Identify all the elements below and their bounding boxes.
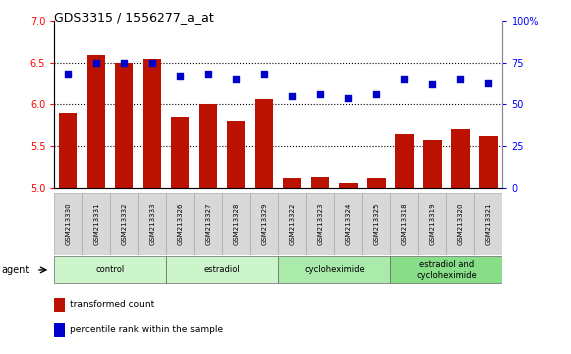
Bar	[395, 133, 413, 188]
Text: GSM213332: GSM213332	[121, 203, 127, 245]
Point	[204, 72, 213, 77]
FancyBboxPatch shape	[279, 193, 307, 255]
Text: transformed count: transformed count	[70, 301, 154, 309]
Text: GSM213318: GSM213318	[401, 202, 408, 245]
Point	[120, 60, 129, 66]
Bar	[54, 298, 65, 312]
FancyBboxPatch shape	[82, 193, 110, 255]
Bar	[451, 130, 469, 188]
Bar	[227, 121, 246, 188]
Bar	[54, 323, 65, 337]
Point	[148, 60, 157, 66]
Bar	[311, 177, 329, 188]
FancyBboxPatch shape	[419, 193, 447, 255]
FancyBboxPatch shape	[110, 193, 138, 255]
Text: GSM213326: GSM213326	[178, 203, 183, 245]
Point	[316, 92, 325, 97]
Bar	[59, 113, 77, 188]
Point	[176, 73, 185, 79]
Text: percentile rank within the sample: percentile rank within the sample	[70, 325, 223, 334]
Point	[344, 95, 353, 101]
Text: GSM213328: GSM213328	[234, 203, 239, 245]
Text: GSM213331: GSM213331	[93, 202, 99, 245]
Text: estradiol: estradiol	[204, 266, 241, 274]
FancyBboxPatch shape	[138, 193, 166, 255]
Text: GSM213329: GSM213329	[262, 203, 267, 245]
Point	[484, 80, 493, 86]
Text: GSM213324: GSM213324	[345, 203, 351, 245]
Bar	[255, 99, 274, 188]
Point	[64, 72, 73, 77]
Bar	[87, 55, 106, 188]
Point	[428, 82, 437, 87]
FancyBboxPatch shape	[54, 256, 166, 284]
FancyBboxPatch shape	[363, 193, 391, 255]
FancyBboxPatch shape	[391, 193, 419, 255]
Text: estradiol and
cycloheximide: estradiol and cycloheximide	[416, 260, 477, 280]
Text: agent: agent	[2, 265, 30, 275]
FancyBboxPatch shape	[475, 193, 502, 255]
Point	[260, 72, 269, 77]
Text: GSM213321: GSM213321	[485, 203, 492, 245]
Point	[456, 77, 465, 82]
Point	[92, 60, 101, 66]
Bar	[143, 59, 162, 188]
FancyBboxPatch shape	[166, 256, 279, 284]
Text: GDS3315 / 1556277_a_at: GDS3315 / 1556277_a_at	[54, 11, 214, 24]
Bar	[480, 136, 497, 188]
Bar	[283, 178, 301, 188]
Bar	[339, 183, 357, 188]
Text: GSM213325: GSM213325	[373, 203, 379, 245]
Point	[400, 77, 409, 82]
FancyBboxPatch shape	[335, 193, 363, 255]
Text: GSM213323: GSM213323	[317, 203, 323, 245]
Bar	[199, 104, 218, 188]
Bar	[171, 117, 190, 188]
FancyBboxPatch shape	[279, 256, 391, 284]
Text: GSM213333: GSM213333	[149, 202, 155, 245]
Text: control: control	[96, 266, 125, 274]
FancyBboxPatch shape	[307, 193, 335, 255]
Bar	[423, 140, 441, 188]
Text: GSM213322: GSM213322	[289, 203, 295, 245]
FancyBboxPatch shape	[447, 193, 475, 255]
Text: GSM213330: GSM213330	[65, 202, 71, 245]
FancyBboxPatch shape	[391, 256, 502, 284]
Point	[232, 77, 241, 82]
Text: cycloheximide: cycloheximide	[304, 266, 365, 274]
Bar	[115, 63, 134, 188]
Text: GSM213319: GSM213319	[429, 202, 436, 245]
Point	[288, 93, 297, 99]
Text: GSM213320: GSM213320	[457, 203, 464, 245]
FancyBboxPatch shape	[250, 193, 279, 255]
FancyBboxPatch shape	[222, 193, 250, 255]
Text: GSM213327: GSM213327	[206, 203, 211, 245]
FancyBboxPatch shape	[194, 193, 222, 255]
Point	[372, 92, 381, 97]
FancyBboxPatch shape	[54, 193, 82, 255]
Bar	[367, 178, 385, 188]
FancyBboxPatch shape	[166, 193, 194, 255]
